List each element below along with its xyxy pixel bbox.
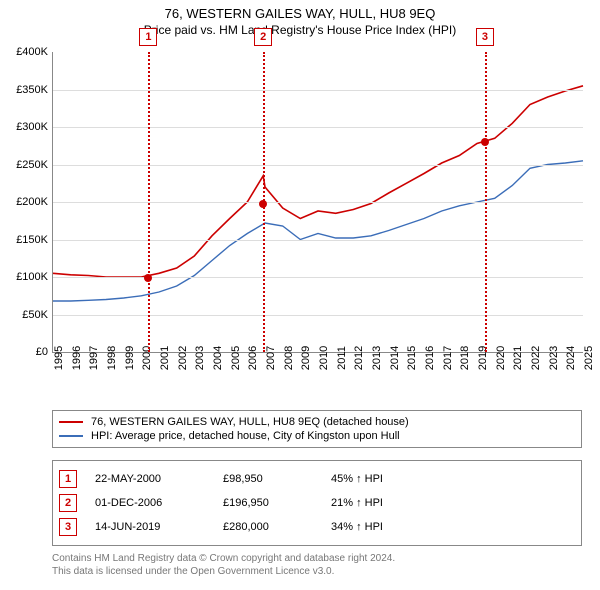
chart-title: 76, WESTERN GAILES WAY, HULL, HU8 9EQ: [0, 0, 600, 21]
transaction-row: 3 14-JUN-2019 £280,000 34% ↑ HPI: [59, 515, 575, 539]
x-axis-label: 2004: [212, 346, 224, 370]
x-axis-label: 2003: [194, 346, 206, 370]
gridline-h: [53, 315, 583, 316]
legend-row: 76, WESTERN GAILES WAY, HULL, HU8 9EQ (d…: [59, 415, 575, 429]
x-axis-label: 2018: [459, 346, 471, 370]
y-axis-label: £50K: [22, 309, 48, 321]
x-axis-label: 2017: [442, 346, 454, 370]
transaction-delta: 34% ↑ HPI: [331, 521, 431, 533]
footer-line-2: This data is licensed under the Open Gov…: [52, 565, 582, 578]
transaction-marker: 1: [59, 470, 77, 488]
x-axis-label: 2005: [230, 346, 242, 370]
x-axis-label: 2025: [583, 346, 595, 370]
x-axis-label: 2010: [318, 346, 330, 370]
legend-label: HPI: Average price, detached house, City…: [91, 430, 400, 442]
transaction-dot: [144, 274, 152, 282]
legend-label: 76, WESTERN GAILES WAY, HULL, HU8 9EQ (d…: [91, 416, 409, 428]
transaction-delta: 21% ↑ HPI: [331, 497, 431, 509]
transaction-vline: [148, 52, 150, 352]
x-axis-label: 1996: [71, 346, 83, 370]
transaction-price: £280,000: [223, 521, 313, 533]
transaction-marker: 1: [139, 28, 157, 46]
x-axis-label: 2000: [141, 346, 153, 370]
transaction-dot: [259, 200, 267, 208]
legend: 76, WESTERN GAILES WAY, HULL, HU8 9EQ (d…: [52, 410, 582, 448]
x-axis-label: 2012: [353, 346, 365, 370]
x-axis-label: 2001: [159, 346, 171, 370]
x-axis-label: 2020: [495, 346, 507, 370]
x-axis-label: 2016: [424, 346, 436, 370]
transactions-table: 1 22-MAY-2000 £98,950 45% ↑ HPI 2 01-DEC-2006…: [52, 460, 582, 546]
transaction-row: 2 01-DEC-2006 £196,950 21% ↑ HPI: [59, 491, 575, 515]
transaction-date: 22-MAY-2000: [95, 473, 205, 485]
gridline-h: [53, 90, 583, 91]
transaction-dot: [481, 138, 489, 146]
x-axis-label: 1998: [106, 346, 118, 370]
transaction-price: £98,950: [223, 473, 313, 485]
x-axis-label: 2015: [406, 346, 418, 370]
x-axis-label: 2008: [283, 346, 295, 370]
gridline-h: [53, 240, 583, 241]
x-axis-label: 2011: [336, 346, 348, 370]
gridline-h: [53, 165, 583, 166]
figure: 76, WESTERN GAILES WAY, HULL, HU8 9EQ Pr…: [0, 0, 600, 590]
transaction-row: 1 22-MAY-2000 £98,950 45% ↑ HPI: [59, 467, 575, 491]
x-axis-label: 2002: [177, 346, 189, 370]
x-axis-label: 2019: [477, 346, 489, 370]
footer-attribution: Contains HM Land Registry data © Crown c…: [52, 552, 582, 578]
transaction-date: 14-JUN-2019: [95, 521, 205, 533]
legend-swatch: [59, 435, 83, 437]
chart-subtitle: Price paid vs. HM Land Registry's House …: [0, 21, 600, 37]
transaction-marker: 3: [476, 28, 494, 46]
x-axis-label: 2013: [371, 346, 383, 370]
transaction-marker: 2: [254, 28, 272, 46]
gridline-h: [53, 202, 583, 203]
footer-line-1: Contains HM Land Registry data © Crown c…: [52, 552, 582, 565]
chart-area: £0£50K£100K£150K£200K£250K£300K£350K£400…: [52, 52, 583, 353]
transaction-price: £196,950: [223, 497, 313, 509]
y-axis-label: £300K: [16, 121, 48, 133]
y-axis-label: £0: [36, 346, 48, 358]
y-axis-label: £350K: [16, 84, 48, 96]
transaction-date: 01-DEC-2006: [95, 497, 205, 509]
x-axis-label: 2023: [548, 346, 560, 370]
x-axis-label: 2022: [530, 346, 542, 370]
transaction-vline: [485, 52, 487, 352]
legend-row: HPI: Average price, detached house, City…: [59, 429, 575, 443]
gridline-h: [53, 277, 583, 278]
series-price_paid: [53, 86, 583, 277]
x-axis-label: 2007: [265, 346, 277, 370]
x-axis-label: 2024: [565, 346, 577, 370]
y-axis-label: £150K: [16, 234, 48, 246]
x-axis-label: 2021: [512, 346, 524, 370]
transaction-marker: 2: [59, 494, 77, 512]
series-hpi: [53, 161, 583, 301]
x-axis-label: 2014: [389, 346, 401, 370]
y-axis-label: £100K: [16, 271, 48, 283]
y-axis-label: £250K: [16, 159, 48, 171]
y-axis-label: £200K: [16, 196, 48, 208]
legend-swatch: [59, 421, 83, 423]
x-axis-label: 1995: [53, 346, 65, 370]
x-axis-label: 1999: [124, 346, 136, 370]
y-axis-label: £400K: [16, 46, 48, 58]
transaction-delta: 45% ↑ HPI: [331, 473, 431, 485]
x-axis-label: 2006: [247, 346, 259, 370]
x-axis-label: 2009: [300, 346, 312, 370]
transaction-marker: 3: [59, 518, 77, 536]
gridline-h: [53, 127, 583, 128]
x-axis-label: 1997: [88, 346, 100, 370]
